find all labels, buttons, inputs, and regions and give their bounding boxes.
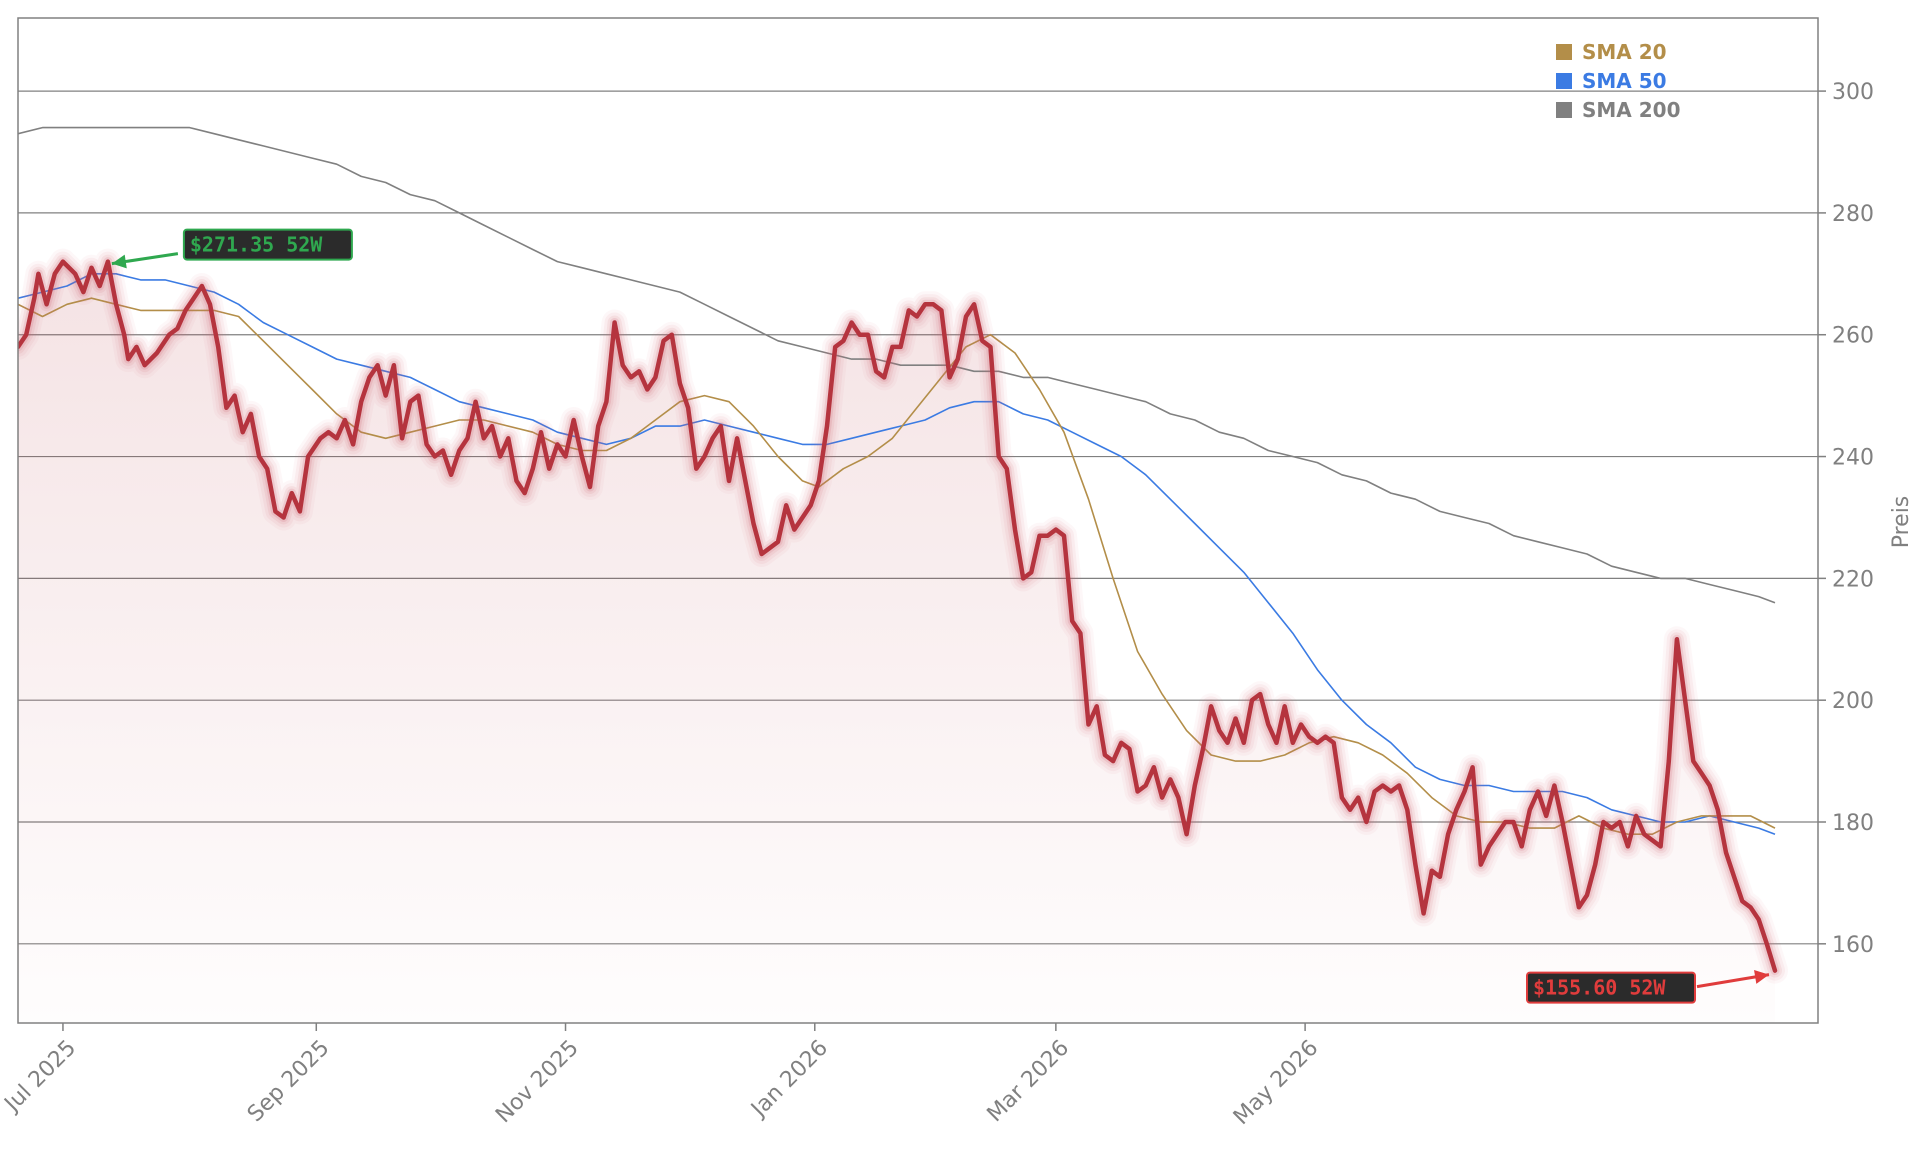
x-tick-label: Sep 2025 (243, 1036, 335, 1128)
price-line-group (18, 248, 1788, 984)
sma200-legend-label: SMA 200 (1582, 98, 1681, 122)
annotations: $271.35 52W $155.60 52W (111, 228, 1770, 1004)
sma20-legend-label: SMA 20 (1582, 40, 1667, 64)
sma200-line (18, 126, 1776, 604)
y-tick-label: 300 (1832, 80, 1874, 105)
low-arrow-head (1754, 970, 1769, 984)
plot-frame (17, 17, 1819, 1024)
x-tick-label: Nov 2025 (491, 1036, 584, 1129)
high-callout-text: $271.35 52W (190, 233, 323, 257)
sma20-line (18, 297, 1776, 835)
y-tick-label: 280 (1832, 202, 1874, 227)
y-tick-label: 160 (1832, 933, 1874, 958)
price-area (18, 261, 1775, 1023)
y-tick-label: 200 (1832, 689, 1874, 714)
price-line (18, 259, 1778, 973)
y-axis-title: Preis (1889, 496, 1914, 549)
sma200-legend-swatch (1556, 102, 1572, 118)
high-arrow-head (111, 254, 127, 269)
x-tick-label: May 2026 (1229, 1036, 1323, 1130)
sma50-line (18, 273, 1776, 835)
sma20-legend-swatch (1556, 44, 1572, 60)
sma-lines (18, 126, 1776, 835)
sma50-legend-label: SMA 50 (1582, 69, 1667, 93)
low-callout-text: $155.60 52W (1533, 976, 1666, 1000)
y-tick-label: 180 (1832, 811, 1874, 836)
low-callout-box (1526, 971, 1696, 1004)
x-tick-label: Jan 2026 (745, 1036, 833, 1124)
y-tick-label: 220 (1832, 567, 1874, 592)
y-tick-label: 240 (1832, 446, 1874, 471)
legend: SMA 20 SMA 50 SMA 200 (1556, 40, 1681, 122)
y-axis-ticks: 160 180 200 220 240 260 280 300 (1818, 80, 1874, 958)
x-axis-ticks: Jul 2025 Sep 2025 Nov 2025 Jan 2026 Mar 2026… (0, 1023, 1323, 1130)
x-tick-label: Mar 2026 (983, 1036, 1075, 1128)
x-tick-label: Jul 2025 (0, 1036, 81, 1118)
y-tick-label: 260 (1832, 324, 1874, 349)
high-callout-box (182, 228, 353, 261)
price-area-fill (18, 261, 1775, 1023)
sma50-legend-swatch (1556, 73, 1572, 89)
